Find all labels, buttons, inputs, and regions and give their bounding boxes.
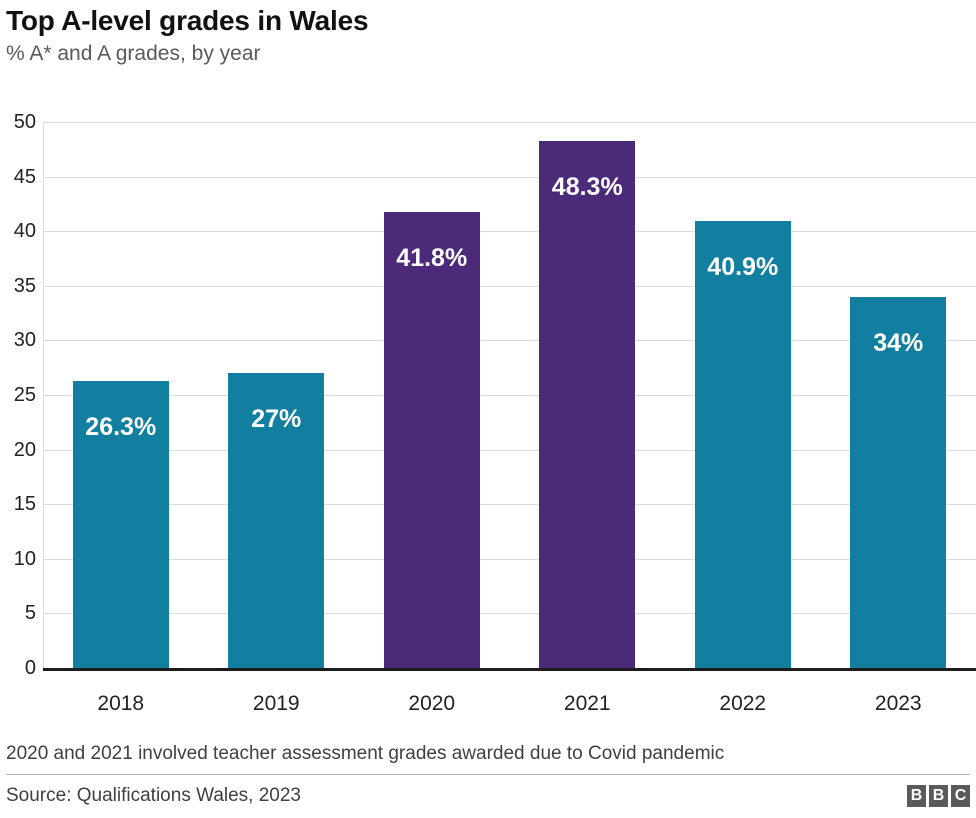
x-axis-tick-label: 2021 — [563, 692, 611, 715]
bbc-logo-letter: C — [951, 785, 970, 807]
chart-header: Top A-level grades in Wales % A* and A g… — [0, 0, 976, 68]
y-axis-tick-label: 0 — [24, 657, 36, 679]
bar[interactable]: 40.9% — [694, 221, 791, 668]
bar[interactable]: 41.8% — [383, 211, 480, 668]
gridline — [43, 122, 976, 123]
y-axis-line — [43, 122, 44, 668]
y-axis-tick-label: 15 — [13, 493, 36, 516]
bar[interactable]: 48.3% — [539, 140, 636, 668]
x-axis-tick-label: 2019 — [252, 692, 300, 715]
y-axis: 0 5 10 15 20 25 30 35 40 45 50 — [0, 112, 36, 678]
x-axis-tick-label: 2022 — [719, 692, 767, 715]
gridline — [43, 176, 976, 178]
source-text: Source: Qualifications Wales, 2023 — [6, 785, 302, 806]
gridline — [43, 395, 976, 396]
gridline — [43, 340, 976, 342]
y-axis-tick-label: 30 — [13, 329, 36, 352]
gridline — [43, 285, 976, 287]
bbc-logo-letter: B — [929, 785, 948, 807]
y-axis-tick-label: 25 — [13, 384, 36, 406]
bar-value-label: 41.8% — [396, 243, 468, 272]
gridline — [43, 613, 976, 615]
plot-wrapper: 0 5 10 15 20 25 30 35 40 45 50 26.3% 27% 41.8% 48.3% 4… — [0, 108, 976, 728]
page-title: Top A-level grades in Wales — [6, 5, 369, 36]
footnote: 2020 and 2021 involved teacher assessmen… — [6, 743, 725, 764]
gridline — [43, 231, 976, 233]
y-axis-tick-label: 10 — [13, 547, 36, 570]
y-axis-tick-label: 45 — [13, 165, 36, 188]
y-axis-tick-label: 20 — [13, 438, 36, 461]
bar[interactable]: 27% — [228, 373, 325, 668]
y-axis-tick-label: 40 — [13, 220, 36, 243]
bbc-logo-letter: B — [907, 785, 926, 807]
y-axis-tick-label: 35 — [13, 274, 36, 297]
y-axis-tick-label: 5 — [24, 602, 36, 625]
plot-area: 26.3% 27% 41.8% 48.3% 40.9% 34% — [43, 122, 976, 671]
bar-value-label: 27% — [251, 405, 302, 434]
x-axis-labels: 2018 2019 2020 2021 2022 2023 — [43, 682, 976, 722]
chart-footer: 2020 and 2021 involved teacher assessmen… — [0, 736, 976, 818]
x-axis-line — [43, 668, 976, 671]
x-axis-tick-label: 2018 — [97, 692, 145, 715]
bar-value-label: 26.3% — [85, 412, 157, 441]
bar[interactable]: 34% — [850, 296, 947, 668]
gridline — [43, 504, 976, 506]
footer-divider — [6, 774, 970, 775]
bars-layer: 26.3% 27% 41.8% 48.3% 40.9% 34% — [43, 122, 976, 668]
bar[interactable]: 26.3% — [72, 380, 169, 668]
x-axis-tick-label: 2023 — [874, 692, 922, 715]
bar-value-label: 34% — [873, 328, 924, 357]
y-axis-tick-label: 50 — [13, 111, 36, 133]
gridline — [43, 558, 976, 560]
x-axis-tick-label: 2020 — [408, 692, 456, 715]
bar-value-label: 48.3% — [551, 172, 623, 201]
bar-value-label: 40.9% — [707, 253, 779, 282]
gridline — [43, 449, 976, 451]
chart-subtitle: % A* and A grades, by year — [6, 42, 261, 65]
